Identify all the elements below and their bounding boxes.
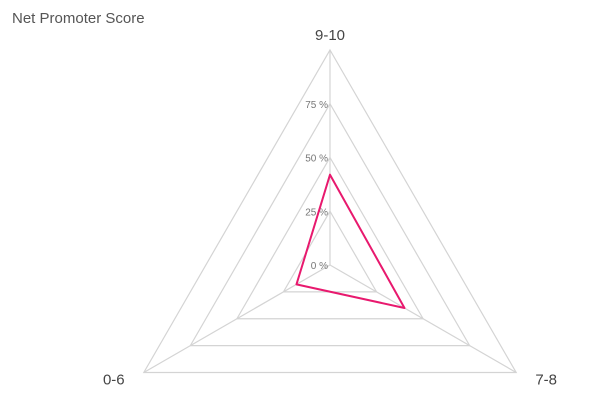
tick-labels: 0 % 25 % 50 % 75 % <box>305 100 328 272</box>
grid-ring-50 <box>235 156 425 320</box>
series-group <box>295 173 406 309</box>
grid-ring-100 <box>142 48 518 374</box>
axis-label-9-10: 9-10 <box>315 27 345 44</box>
grid-spoke-1 <box>329 264 517 374</box>
axis-label-0-6: 0-6 <box>103 372 125 389</box>
tick-label-75: 75 % <box>305 100 328 111</box>
grid-spoke-2 <box>143 264 331 374</box>
tick-label-0: 0 % <box>311 261 328 272</box>
chart-title: Net Promoter Score <box>12 10 145 27</box>
axis-labels: 9-10 7-8 0-6 <box>103 27 557 389</box>
tick-label-50: 50 % <box>305 154 328 165</box>
grid-spokes <box>143 50 517 374</box>
series-polygon <box>295 173 406 309</box>
grid-ring-75 <box>189 102 471 347</box>
axis-label-7-8: 7-8 <box>535 372 557 389</box>
tick-label-25: 25 % <box>305 207 328 218</box>
